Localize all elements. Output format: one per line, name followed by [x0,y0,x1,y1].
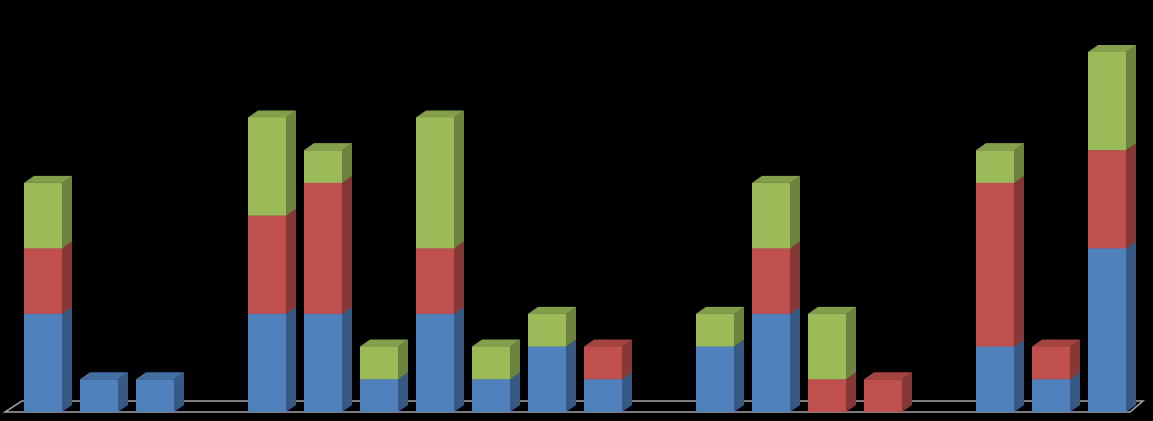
bar-segment [808,379,846,412]
bar-segment [304,150,342,183]
bar-top [864,372,912,380]
bar-side [1070,372,1080,412]
bar-segment [1088,150,1126,249]
bar-segment [1032,379,1070,412]
bar-segment [808,313,846,380]
bar-side [622,339,632,380]
bar-top [976,143,1024,151]
bar-side [398,339,408,380]
bar-segment [752,182,790,249]
bar-top [416,110,464,118]
bar-segment [304,313,342,412]
bar-segment [248,117,286,216]
bar-side [454,241,464,314]
bar-top [248,110,296,118]
bar-side [286,306,296,412]
bar-side [734,339,744,412]
bar-segment [584,379,622,412]
bar-segment [528,313,566,347]
bar-segment [528,346,566,412]
bar-segment [472,346,510,380]
bar-top [1032,339,1080,347]
bar-side [1014,143,1024,183]
bar-segment [360,346,398,380]
bar-side [342,306,352,412]
bar-side [62,175,72,249]
bar-side [734,306,744,347]
bar-side [1126,45,1136,151]
bar-side [1014,175,1024,347]
bar-side [454,110,464,249]
bar-top [136,372,184,380]
bar-segment [584,346,622,380]
bar-side [1126,143,1136,249]
bar-segment [864,379,902,412]
bar-side [286,208,296,314]
bar-top [808,306,856,314]
bar-segment [248,313,286,412]
bar-side [566,306,576,347]
bar-segment [24,313,62,412]
bar-segment [248,215,286,314]
bar-segment [1088,248,1126,412]
bar-side [566,339,576,412]
bar-segment [976,346,1014,412]
bar-side [1070,339,1080,380]
bar-side [342,143,352,183]
bar-segment [416,313,454,412]
bar-side [174,372,184,412]
bar-top [304,143,352,151]
bar-side [286,110,296,216]
bar-side [790,241,800,314]
bar-segment [696,346,734,412]
bar-side [62,306,72,412]
bar-side [62,241,72,314]
bar-segment [416,117,454,249]
bar-top [24,175,72,183]
bar-segment [136,379,174,412]
bar-side [342,175,352,314]
bar-side [790,175,800,249]
bar-side [1126,241,1136,412]
bar-side [510,339,520,380]
bar-segment [304,182,342,314]
bar-segment [1032,346,1070,380]
bar-top [472,339,520,347]
bar-side [846,372,856,412]
bar-top [360,339,408,347]
bar-top [696,306,744,314]
bar-side [790,306,800,412]
bar-segment [752,248,790,314]
bar-side [118,372,128,412]
bar-top [528,306,576,314]
bar-segment [80,379,118,412]
bar-side [902,372,912,412]
bar-side [398,372,408,412]
bar-segment [976,182,1014,347]
bar-segment [696,313,734,347]
bar-top [752,175,800,183]
bar-segment [976,150,1014,183]
bar-segment [1088,52,1126,151]
bar-side [510,372,520,412]
bar-side [622,372,632,412]
bar-segment [24,182,62,249]
bar-segment [752,313,790,412]
bar-side [454,306,464,412]
bar-top [80,372,128,380]
bar-top [1088,45,1136,52]
bar-top [584,339,632,347]
bar-segment [416,248,454,314]
bar-side [1014,339,1024,412]
bar-side [846,306,856,380]
bar-segment [24,248,62,314]
bar-segment [472,379,510,412]
bar-segment [360,379,398,412]
